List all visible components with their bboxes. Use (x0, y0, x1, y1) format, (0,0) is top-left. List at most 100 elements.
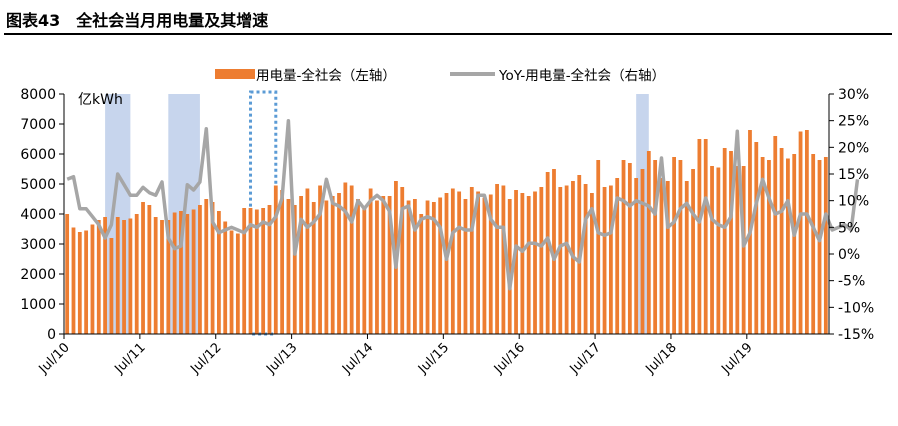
bar-72 (520, 193, 525, 334)
bar-56 (419, 214, 424, 334)
y-left-tick-label: 6000 (20, 147, 56, 163)
bar-2 (77, 232, 82, 334)
y-left-tick-label: 8000 (20, 87, 56, 103)
x-tick-label: Jul/13 (263, 340, 300, 377)
bar-3 (84, 230, 89, 334)
x-tick-label: Jul/11 (111, 340, 148, 377)
bar-13 (147, 205, 152, 334)
y-left-tick-label: 7000 (20, 117, 56, 133)
bar-73 (526, 196, 531, 334)
bar-66 (482, 197, 487, 334)
bar-20 (191, 209, 196, 334)
bar-8 (115, 217, 120, 334)
bar-47 (362, 208, 367, 334)
bar-23 (210, 202, 215, 334)
y-right-tick-label: -5% (838, 274, 865, 290)
bar-101 (703, 139, 708, 334)
bar-64 (469, 187, 474, 334)
bar-69 (501, 185, 506, 334)
bar-104 (722, 148, 727, 334)
y-left-unit-label: 亿kWh (78, 92, 123, 108)
bar-36 (292, 205, 297, 334)
bar-79 (564, 185, 569, 334)
bar-27 (235, 233, 240, 334)
bar-58 (431, 202, 436, 334)
bar-62 (457, 191, 462, 334)
bar-30 (254, 209, 259, 334)
bar-106 (735, 166, 740, 334)
x-tick-label: Jul/15 (415, 340, 452, 377)
bar-76 (545, 172, 550, 334)
bar-38 (305, 188, 310, 334)
bar-103 (716, 167, 721, 334)
bar-75 (539, 187, 544, 334)
bar-55 (412, 199, 417, 334)
bar-61 (450, 188, 455, 334)
bar-112 (773, 136, 778, 334)
bar-54 (406, 200, 411, 334)
bar-50 (381, 196, 386, 334)
bar-39 (311, 202, 316, 334)
x-tick-label: Jul/19 (718, 340, 755, 377)
bar-22 (204, 199, 209, 334)
bar-5 (96, 220, 101, 334)
bar-10 (128, 218, 133, 334)
bar-41 (324, 200, 329, 334)
bar-12 (141, 202, 145, 334)
x-tick-label: Jul/16 (491, 340, 528, 377)
bar-9 (122, 220, 126, 334)
bar-4 (90, 224, 95, 334)
bar-78 (558, 187, 563, 334)
bar-100 (697, 139, 702, 334)
bar-32 (267, 205, 272, 334)
bar-77 (552, 169, 556, 334)
bar-44 (343, 182, 348, 334)
bar-117 (804, 130, 809, 334)
bar-94 (659, 178, 664, 334)
bar-48 (368, 188, 373, 334)
bar-6 (103, 217, 107, 334)
bar-65 (476, 191, 481, 334)
bar-7 (109, 238, 114, 334)
x-tick-label: Jul/18 (643, 340, 680, 377)
bar-89 (627, 163, 632, 334)
bar-34 (280, 190, 285, 334)
y-left-tick-label: 4000 (20, 207, 56, 223)
bar-114 (786, 158, 790, 334)
bar-67 (488, 194, 493, 334)
bar-98 (684, 181, 689, 334)
bar-71 (514, 190, 518, 334)
bar-116 (798, 131, 803, 334)
y-left-tick-label: 5000 (20, 177, 56, 193)
bar-35 (286, 199, 291, 334)
bar-82 (583, 184, 588, 334)
y-right-tick-label: 15% (838, 167, 869, 183)
bar-111 (767, 160, 771, 334)
bar-119 (817, 160, 822, 334)
bar-102 (710, 166, 714, 334)
legend-bar-swatch (215, 69, 255, 79)
bar-24 (217, 211, 221, 334)
bar-68 (495, 184, 499, 334)
bar-25 (223, 221, 228, 334)
bar-74 (533, 191, 537, 334)
bar-14 (153, 217, 158, 334)
bar-109 (754, 142, 759, 334)
bar-19 (185, 214, 190, 334)
bar-88 (621, 160, 626, 334)
y-left-tick-label: 2000 (20, 267, 56, 283)
bar-46 (356, 199, 360, 334)
bar-92 (646, 151, 651, 334)
legend-line-label: YoY-用电量-全社会（右轴） (498, 67, 665, 84)
bar-60 (444, 193, 449, 334)
bar-118 (811, 154, 816, 334)
y-left-tick-label: 1000 (20, 297, 56, 313)
y-left-tick-label: 3000 (20, 237, 56, 253)
bar-57 (425, 200, 430, 334)
bar-16 (166, 220, 171, 334)
bar-37 (299, 196, 303, 334)
bar-42 (330, 196, 335, 334)
bar-99 (691, 169, 695, 334)
bar-53 (400, 187, 405, 334)
